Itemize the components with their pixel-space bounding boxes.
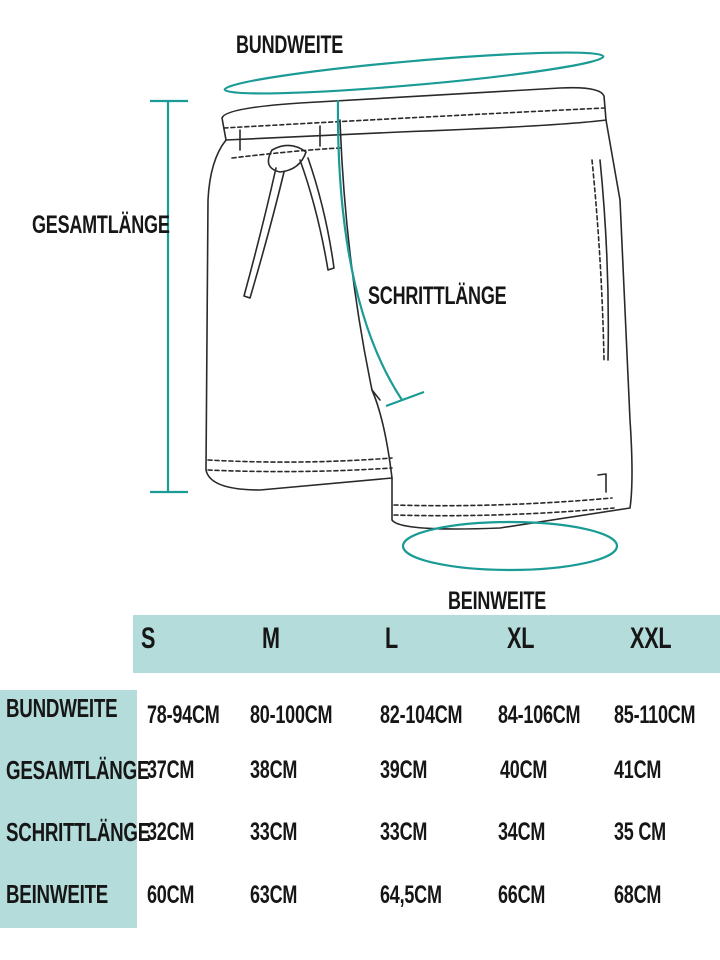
table-cell: 60CM <box>147 881 195 909</box>
leg-width-measure-ellipse <box>401 520 619 572</box>
table-cell: 32CM <box>147 818 195 846</box>
size-header-xl: XL <box>507 622 535 655</box>
table-cell: 84-106CM <box>498 701 581 729</box>
size-header-l: L <box>385 622 398 655</box>
table-cell: 37CM <box>147 756 195 784</box>
row-label: SCHRITTLÄNGE <box>6 817 151 847</box>
measurement-lines <box>150 51 619 572</box>
table-cell: 68CM <box>614 881 662 909</box>
row-label: BEINWEITE <box>6 879 109 909</box>
row-label-band <box>0 690 137 928</box>
table-cell: 63CM <box>250 881 298 909</box>
size-header-m: M <box>262 622 280 655</box>
inseam-measure-line <box>336 99 403 401</box>
inseam-label: SCHRITTLÄNGE <box>368 282 507 310</box>
table-cell: 34CM <box>498 818 546 846</box>
size-header-xxl: XXL <box>630 622 672 655</box>
table-cell: 78-94CM <box>147 701 220 729</box>
total-length-label: GESAMTLÄNGE <box>32 211 170 239</box>
waist-measure-ellipse <box>223 51 605 95</box>
table-cell: 35 CM <box>614 818 666 846</box>
table-cell: 40CM <box>500 756 548 784</box>
size-header-band <box>133 615 720 673</box>
table-cell: 85-110CM <box>614 701 696 729</box>
table-cell: 33CM <box>250 818 298 846</box>
row-label: BUNDWEITE <box>6 693 118 723</box>
waist-label: BUNDWEITE <box>236 31 344 59</box>
table-cell: 33CM <box>380 818 428 846</box>
table-cell: 66CM <box>498 881 546 909</box>
table-cell: 80-100CM <box>250 701 333 729</box>
shorts-outline <box>205 86 633 530</box>
row-label: GESAMTLÄNGE <box>6 755 150 785</box>
size-header-s: S <box>141 622 156 655</box>
table-cell: 64,5CM <box>380 881 442 909</box>
table-cell: 41CM <box>614 756 662 784</box>
table-cell: 82-104CM <box>380 701 463 729</box>
leg-width-label: BEINWEITE <box>448 587 547 615</box>
table-cell: 39CM <box>380 756 428 784</box>
shorts-illustration <box>150 51 633 572</box>
table-cell: 38CM <box>250 756 298 784</box>
